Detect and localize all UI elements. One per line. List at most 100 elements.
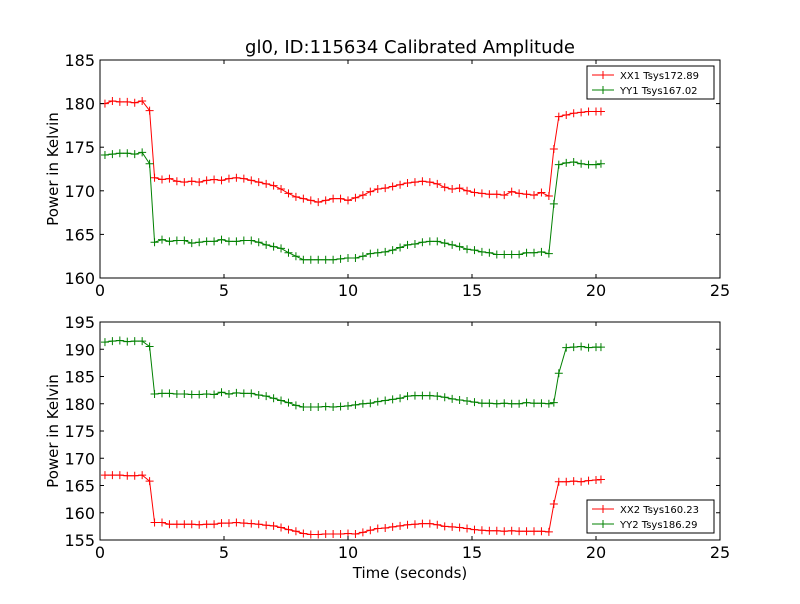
data-point xyxy=(247,176,256,185)
data-point xyxy=(388,395,397,404)
data-point xyxy=(306,196,315,205)
data-point xyxy=(217,388,226,397)
y-tick-label: 185 xyxy=(64,368,95,387)
data-point xyxy=(544,399,553,408)
data-point xyxy=(477,399,486,408)
data-point xyxy=(584,343,593,352)
data-point xyxy=(145,477,154,486)
data-point xyxy=(403,178,412,187)
data-point xyxy=(584,476,593,485)
data-point xyxy=(492,250,501,259)
x-axis-label: Time (seconds) xyxy=(352,564,468,582)
data-point xyxy=(329,403,338,412)
data-point xyxy=(448,240,457,249)
data-point xyxy=(123,337,132,346)
data-point xyxy=(138,96,147,105)
data-point xyxy=(158,389,166,398)
x-tick-label: 25 xyxy=(710,543,730,562)
data-point xyxy=(470,398,479,407)
y-tick-label: 165 xyxy=(64,225,95,244)
data-point xyxy=(247,519,256,528)
data-point xyxy=(130,337,139,346)
data-point xyxy=(123,149,132,158)
data-point xyxy=(507,526,516,535)
data-point xyxy=(373,248,382,257)
data-point xyxy=(202,176,211,185)
data-point xyxy=(202,520,211,529)
data-point xyxy=(425,519,434,528)
y-tick-label: 160 xyxy=(64,269,95,288)
data-point xyxy=(358,252,367,261)
x-tick-label: 15 xyxy=(462,543,482,562)
data-point xyxy=(410,391,419,400)
data-point xyxy=(262,240,271,249)
data-point xyxy=(358,191,367,200)
data-point xyxy=(329,194,338,203)
data-point xyxy=(314,530,323,539)
data-point xyxy=(138,471,147,480)
data-point xyxy=(381,524,390,533)
data-point xyxy=(239,389,248,398)
data-point xyxy=(172,389,181,398)
data-point xyxy=(396,180,405,189)
data-point xyxy=(537,399,546,408)
data-point xyxy=(254,520,263,529)
y-tick-label: 190 xyxy=(64,340,95,359)
data-point xyxy=(410,239,419,248)
data-point xyxy=(592,476,600,485)
data-point xyxy=(433,179,442,188)
data-point xyxy=(381,396,390,405)
data-point xyxy=(507,399,516,408)
legend-label: XX1 Tsys172.89 xyxy=(620,71,699,82)
data-point xyxy=(485,190,494,199)
data-point xyxy=(232,518,241,527)
data-point xyxy=(388,182,397,191)
data-point xyxy=(373,185,382,194)
data-point xyxy=(418,391,427,400)
x-tick-label: 10 xyxy=(338,543,358,562)
data-point xyxy=(537,527,546,536)
data-point xyxy=(515,399,524,408)
data-point xyxy=(254,238,263,247)
data-point xyxy=(195,178,204,187)
data-point xyxy=(195,520,204,529)
data-point xyxy=(455,395,464,404)
data-point xyxy=(544,192,553,201)
legend-label: YY2 Tsys186.29 xyxy=(619,520,698,531)
data-point xyxy=(224,237,233,246)
data-point xyxy=(108,337,117,346)
data-point xyxy=(485,526,494,535)
data-point xyxy=(455,523,464,532)
data-point xyxy=(530,399,538,408)
data-point xyxy=(366,399,375,408)
data-point xyxy=(299,403,308,412)
y-tick-label: 165 xyxy=(64,477,95,496)
legend-marker xyxy=(599,86,607,94)
data-point xyxy=(306,530,315,539)
x-tick-label: 20 xyxy=(586,543,606,562)
data-point xyxy=(336,254,345,263)
data-point xyxy=(306,255,315,264)
data-point xyxy=(448,522,457,531)
data-point xyxy=(306,403,315,412)
legend-marker xyxy=(599,520,607,528)
data-point xyxy=(554,369,563,378)
data-point xyxy=(115,336,124,345)
data-point xyxy=(544,527,553,536)
data-point xyxy=(150,173,159,182)
data-point xyxy=(314,198,323,207)
data-point xyxy=(187,177,196,186)
data-point xyxy=(232,173,241,182)
data-point xyxy=(500,250,509,259)
data-point xyxy=(366,249,375,258)
data-point xyxy=(562,343,571,352)
data-point xyxy=(463,524,472,533)
data-point xyxy=(381,247,390,256)
data-point xyxy=(522,527,531,536)
data-point xyxy=(584,107,593,116)
data-point xyxy=(158,175,166,184)
data-point xyxy=(247,236,256,245)
data-point xyxy=(351,253,360,262)
data-point xyxy=(138,148,147,157)
